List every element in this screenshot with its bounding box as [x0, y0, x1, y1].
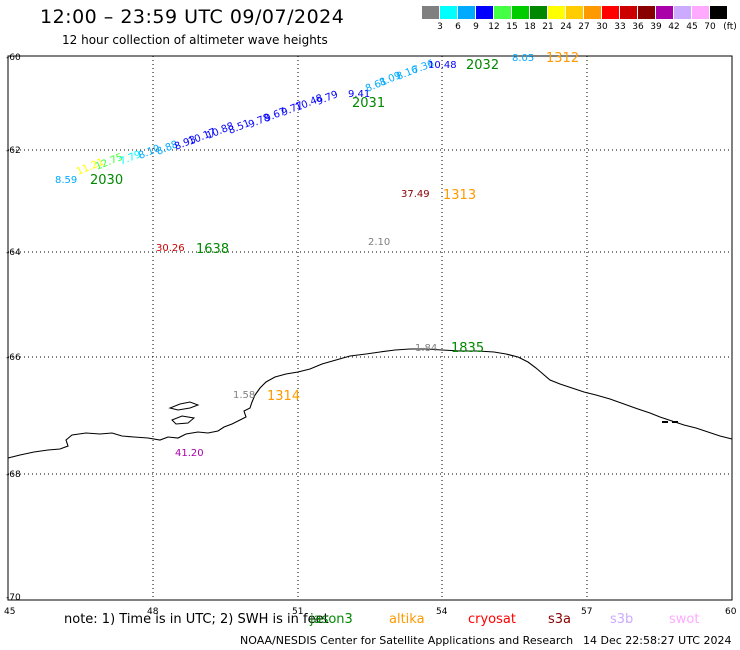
pass-time-label: 1313 — [443, 188, 476, 203]
lon-tick-label: 48 — [147, 607, 159, 617]
legend-label: 36 — [632, 22, 644, 32]
legend-swatch — [692, 6, 709, 19]
satellite-legend-item: s3a — [548, 612, 572, 627]
wave-height-label: 9.79 — [315, 89, 340, 108]
graticule — [8, 56, 732, 600]
legend-swatch — [476, 6, 493, 19]
coastline — [7, 348, 733, 459]
legend-swatch — [602, 6, 619, 19]
legend-label: 9 — [473, 22, 479, 32]
legend-swatch — [422, 6, 439, 19]
legend-swatch — [584, 6, 601, 19]
legend-swatch — [548, 6, 565, 19]
wave-height-label: 30.26 — [156, 243, 185, 254]
legend-label: 18 — [524, 22, 536, 32]
legend-label: 30 — [596, 22, 608, 32]
lon-tick-label: 45 — [4, 607, 15, 617]
legend-label: 6 — [455, 22, 461, 32]
pass-time-label: 2031 — [352, 96, 385, 111]
lon-tick-label: 54 — [436, 607, 448, 617]
legend-swatch — [620, 6, 637, 19]
satellite-pass-labels: 2030 2031 2032 1312 1313 1638 1835 1314 — [90, 51, 579, 404]
lon-tick-label: 60 — [725, 607, 737, 617]
pass-time-label: 2030 — [90, 173, 123, 188]
legend-label: 24 — [560, 22, 572, 32]
plot-frame — [7, 55, 733, 601]
generation-timestamp: 14 Dec 22:58:27 UTC 2024 — [583, 634, 732, 647]
legend-swatch — [512, 6, 529, 19]
legend-swatch — [656, 6, 673, 19]
wave-height-label: 41.20 — [175, 448, 204, 459]
legend-label: 27 — [578, 22, 590, 32]
legend-label: 12 — [488, 22, 500, 32]
satellite-legend-item: cryosat — [468, 612, 516, 627]
legend-swatch — [458, 6, 475, 19]
pass-time-label: 1835 — [451, 341, 484, 356]
legend-unit: (ft) — [723, 22, 737, 32]
legend-swatch — [710, 6, 727, 19]
legend-swatch — [566, 6, 583, 19]
wave-height-label: 10.48 — [428, 60, 457, 71]
lat-tick-label: -62 — [6, 146, 21, 156]
legend-swatch — [494, 6, 511, 19]
legend-label: 21 — [542, 22, 554, 32]
pass-time-label: 1638 — [196, 242, 229, 257]
legend-swatch — [440, 6, 457, 19]
wave-height-label: 1.58 — [233, 390, 255, 401]
lon-tick-label: 51 — [292, 607, 303, 617]
lat-tick-label: -68 — [6, 470, 21, 480]
coastline-island — [171, 415, 196, 425]
legend-swatch — [638, 6, 655, 19]
wave-height-label: 1.84 — [415, 343, 437, 354]
legend-label: 33 — [614, 22, 626, 32]
wave-height-label: 8.59 — [55, 175, 77, 186]
legend-label: 70 — [704, 22, 716, 32]
wave-height-label: 37.49 — [401, 189, 430, 200]
coastline-inlet — [168, 401, 200, 411]
satellite-legend-item: jason3 — [310, 612, 353, 627]
map-title: 12:00 – 23:59 UTC 09/07/2024 — [40, 6, 345, 28]
legend-label: 3 — [437, 22, 443, 32]
pass-time-label: 1312 — [546, 51, 579, 66]
note-text: note: 1) Time is in UTC; 2) SWH is in fe… — [64, 612, 329, 627]
legend-swatch — [530, 6, 547, 19]
wave-height-label: 2.10 — [368, 237, 390, 248]
legend-label: 42 — [668, 22, 680, 32]
lat-tick-label: -66 — [6, 353, 21, 363]
satellite-legend-item: swot — [669, 612, 700, 627]
map-subtitle: 12 hour collection of altimeter wave hei… — [62, 33, 328, 47]
wave-height-label: 8.05 — [512, 53, 534, 64]
lat-tick-label: -60 — [6, 53, 21, 63]
legend-label: 15 — [506, 22, 518, 32]
legend-label: 45 — [686, 22, 698, 32]
satellite-legend-item: altika — [389, 612, 425, 627]
lon-tick-label: 57 — [581, 607, 592, 617]
lat-tick-label: -64 — [6, 248, 21, 258]
legend-label: 39 — [650, 22, 662, 32]
legend-swatch — [674, 6, 691, 19]
footer-credit: NOAA/NESDIS Center for Satellite Applica… — [240, 634, 574, 647]
satellite-legend-item: s3b — [610, 612, 634, 627]
pass-time-label: 1314 — [267, 389, 300, 404]
wave-height-label: 9.41 — [348, 89, 370, 100]
lat-tick-label: -70 — [6, 593, 21, 603]
pass-time-label: 2032 — [466, 58, 499, 73]
